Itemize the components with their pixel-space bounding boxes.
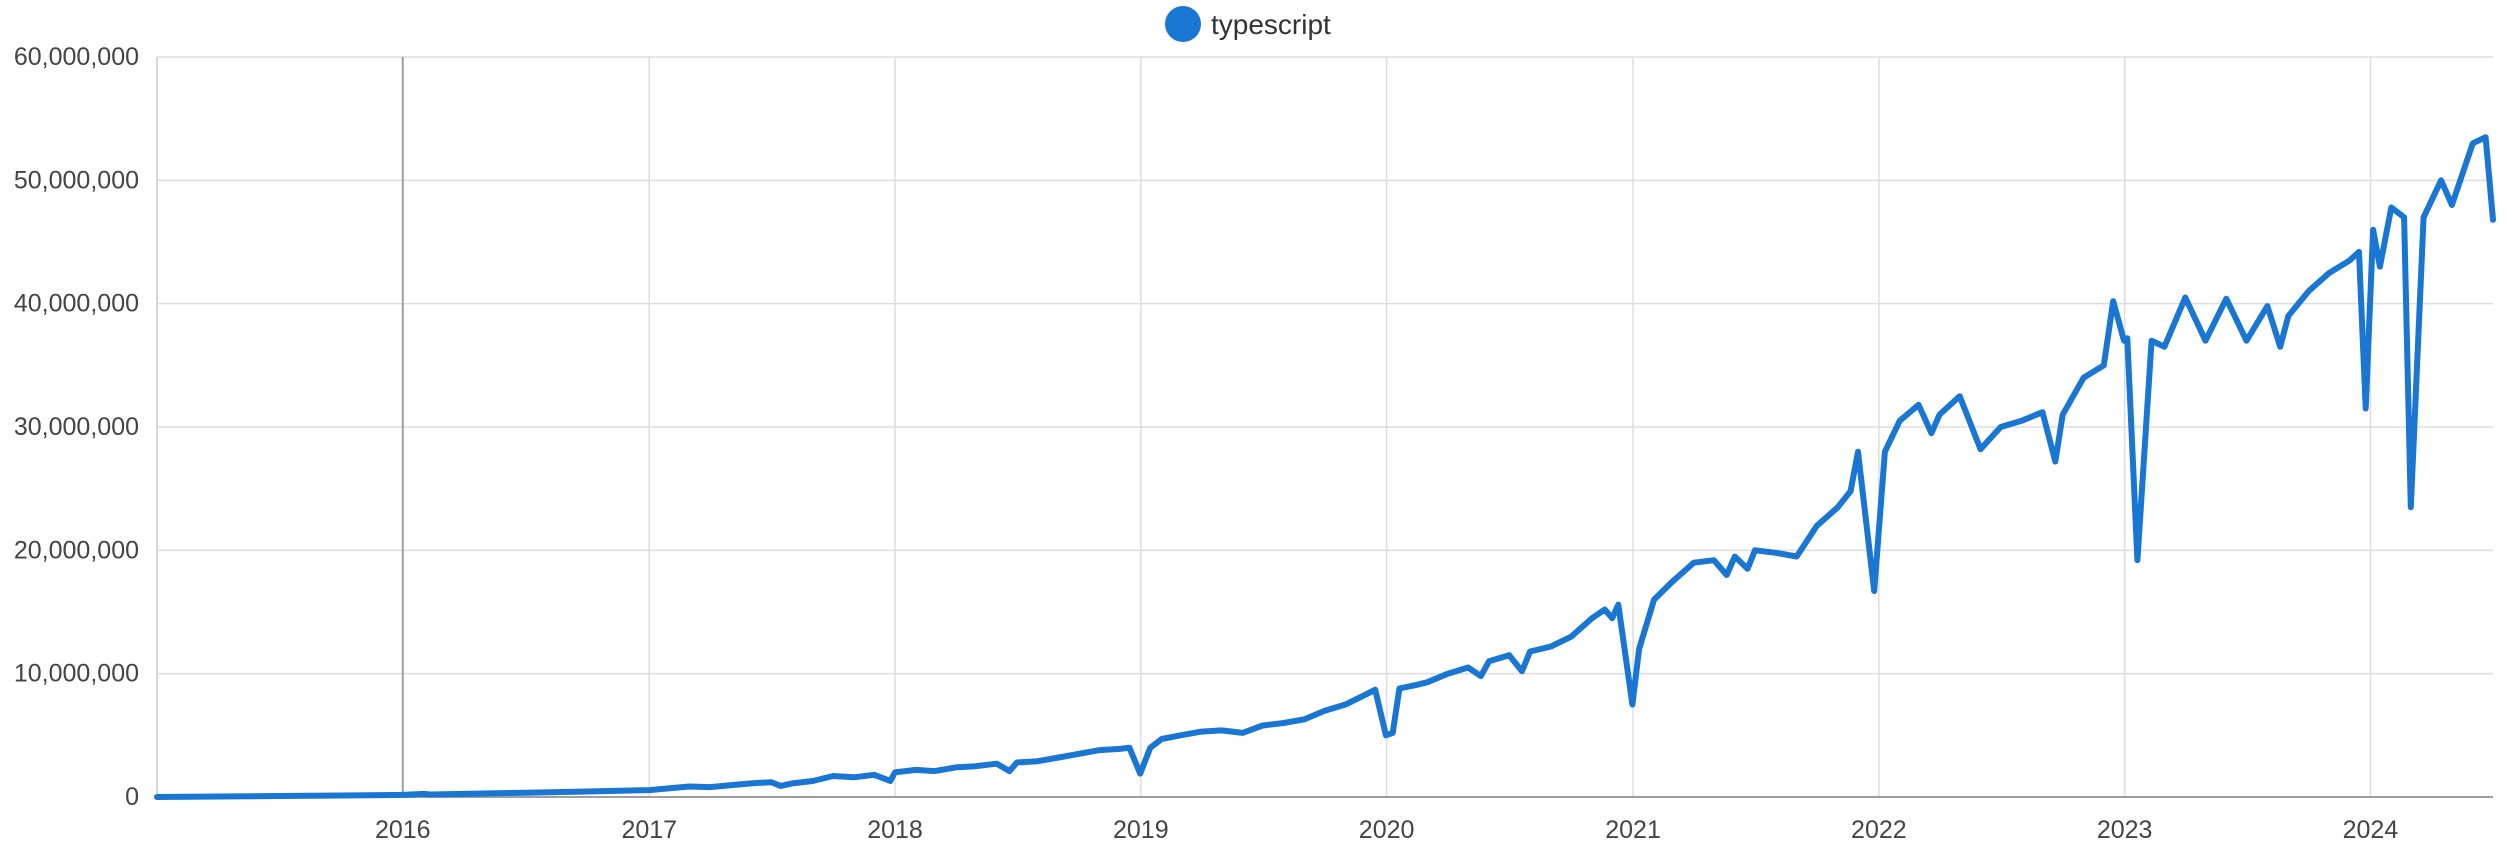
y-tick-label: 30,000,000 <box>14 413 139 441</box>
y-axis-ticks: 0 10,000,000 20,000,000 30,000,000 40,000,00… <box>14 43 139 811</box>
x-tick-label: 2023 <box>2097 816 2153 844</box>
y-tick-label: 60,000,000 <box>14 43 139 71</box>
legend: typescript <box>1165 6 1331 42</box>
x-tick-label: 2024 <box>2343 816 2399 844</box>
x-tick-label: 2019 <box>1113 816 1169 844</box>
grid <box>157 56 2493 797</box>
x-axis-ticks: 2016 2017 2018 2019 2020 2021 2022 2023 2024 <box>375 816 2398 844</box>
axes <box>156 57 2493 798</box>
x-tick-label: 2016 <box>375 816 431 844</box>
y-tick-label: 10,000,000 <box>14 660 139 688</box>
y-tick-label: 0 <box>125 783 139 811</box>
y-tick-label: 20,000,000 <box>14 536 139 564</box>
legend-label: typescript <box>1211 9 1331 40</box>
legend-marker <box>1165 6 1201 42</box>
x-tick-label: 2017 <box>621 816 677 844</box>
series-layer <box>154 134 2496 800</box>
x-tick-label: 2018 <box>867 816 923 844</box>
y-tick-label: 50,000,000 <box>14 166 139 194</box>
x-tick-label: 2020 <box>1359 816 1415 844</box>
series-line-typescript <box>154 134 2496 800</box>
y-tick-label: 40,000,000 <box>14 290 139 318</box>
x-tick-label: 2022 <box>1851 816 1907 844</box>
x-tick-label: 2021 <box>1605 816 1661 844</box>
